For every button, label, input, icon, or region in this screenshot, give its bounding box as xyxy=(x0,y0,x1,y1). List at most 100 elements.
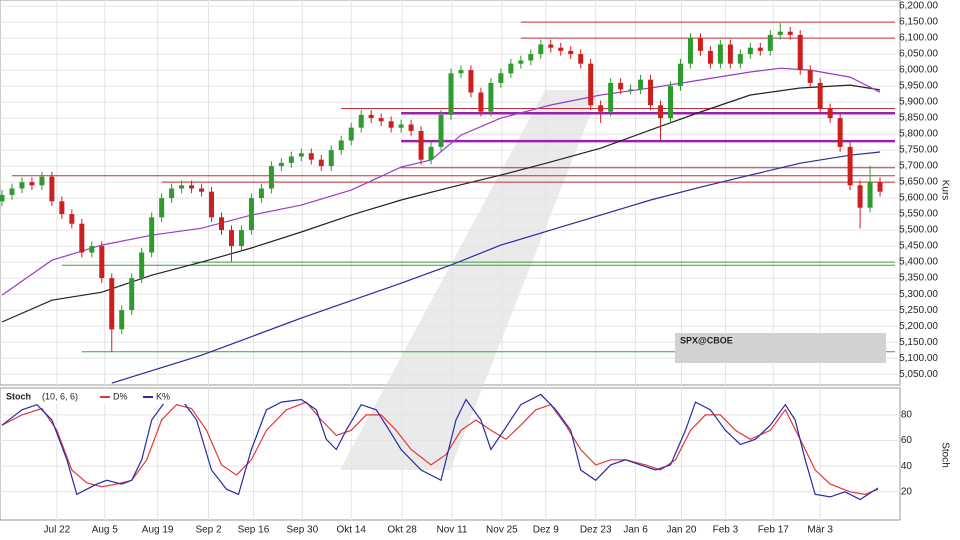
y-tick-label: 6,000.00 xyxy=(899,65,938,76)
candle-body xyxy=(458,70,464,74)
watermark xyxy=(340,90,600,470)
stoch-params: (10, 6, 6) xyxy=(42,391,78,401)
candle-body xyxy=(129,278,135,311)
y-tick-label: 5,250.00 xyxy=(899,305,938,316)
candle-body xyxy=(199,188,205,192)
y-axis-label: Stoch xyxy=(939,442,950,468)
y-tick-label: 5,350.00 xyxy=(899,273,938,284)
candle-body xyxy=(478,92,484,112)
y-tick-label: 5,500.00 xyxy=(899,225,938,236)
candle-body xyxy=(767,34,773,51)
x-tick-label: Jan 6 xyxy=(623,525,648,536)
candle-body xyxy=(588,63,594,106)
candle-body xyxy=(628,89,634,91)
candle-body xyxy=(538,44,544,55)
y-tick-label: 5,850.00 xyxy=(899,113,938,124)
x-tick-label: Feb 17 xyxy=(758,525,790,536)
legend-box xyxy=(675,333,886,363)
candle-body xyxy=(209,191,215,218)
stoch-line xyxy=(1,393,879,501)
candle-body xyxy=(787,31,793,35)
candle-body xyxy=(288,156,294,163)
stoch-title: Stoch xyxy=(6,391,31,401)
candle-body xyxy=(328,150,334,167)
candle-body xyxy=(388,121,394,128)
candle-body xyxy=(508,63,514,74)
y-tick-label: 5,200.00 xyxy=(899,321,938,332)
y-tick-label: 6,150.00 xyxy=(899,17,938,28)
candle-body xyxy=(747,47,753,55)
candle-body xyxy=(717,44,723,64)
candle-body xyxy=(847,146,853,186)
candle-body xyxy=(179,185,185,189)
candle-body xyxy=(438,114,444,147)
candle-body xyxy=(668,86,674,119)
x-tick-label: Okt 14 xyxy=(336,525,366,536)
candle-body xyxy=(548,44,554,48)
candle-body xyxy=(159,198,165,218)
candle-body xyxy=(658,105,664,119)
candle-body xyxy=(69,214,75,224)
y-tick-label: 20 xyxy=(901,486,913,497)
candle-body xyxy=(228,230,234,247)
candle-body xyxy=(737,54,743,64)
candle-body xyxy=(248,198,254,231)
candle-body xyxy=(598,105,604,112)
candle-body xyxy=(139,252,145,279)
x-tick-label: Sep 16 xyxy=(238,525,270,536)
x-tick-label: Aug 5 xyxy=(92,525,119,536)
candle-body xyxy=(488,82,494,112)
y-tick-label: 5,400.00 xyxy=(899,257,938,268)
candle-body xyxy=(119,310,125,330)
candle-body xyxy=(79,223,85,253)
y-tick-label: 6,100.00 xyxy=(899,33,938,44)
candle-body xyxy=(797,34,803,71)
candle-body xyxy=(608,82,614,112)
x-tick-label: Nov 11 xyxy=(437,525,468,536)
candle-body xyxy=(368,114,374,119)
candle-body xyxy=(378,118,384,122)
x-tick-label: Okt 28 xyxy=(387,525,417,536)
y-tick-label: 5,900.00 xyxy=(899,97,938,108)
candle-body xyxy=(268,166,274,189)
candle-body xyxy=(777,31,783,35)
candle-body xyxy=(807,70,813,83)
candle-body xyxy=(348,127,354,141)
x-tick-label: Dez 23 xyxy=(580,525,612,536)
x-tick-label: Jan 20 xyxy=(666,525,696,536)
candle-body xyxy=(29,182,35,186)
y-tick-label: 60 xyxy=(901,435,913,446)
candle-body xyxy=(59,201,65,215)
y-tick-label: 5,650.00 xyxy=(899,177,938,188)
y-tick-label: 5,700.00 xyxy=(899,161,938,172)
ma-line xyxy=(1,84,881,323)
x-tick-label: Nov 25 xyxy=(486,525,518,536)
candle-body xyxy=(498,73,504,83)
candle-body xyxy=(707,50,713,64)
candle-body xyxy=(109,278,115,330)
stoch-header xyxy=(2,390,187,404)
candle-body xyxy=(0,194,5,202)
candle-body xyxy=(727,44,733,64)
candle-body xyxy=(877,182,883,192)
candle-body xyxy=(398,124,404,128)
candle-body xyxy=(468,70,474,93)
legend-title: SPX@CBOE xyxy=(680,335,733,345)
candle-body xyxy=(648,79,654,106)
candle-body xyxy=(9,188,15,195)
candle-body xyxy=(568,50,574,55)
legend-label: K% xyxy=(156,391,170,401)
y-tick-label: 5,100.00 xyxy=(899,353,938,364)
y-tick-label: 6,050.00 xyxy=(899,49,938,60)
candle-body xyxy=(528,54,534,61)
x-tick-label: Sep 2 xyxy=(195,525,222,536)
candle-body xyxy=(518,60,524,64)
y-tick-label: 5,150.00 xyxy=(899,337,938,348)
candle-body xyxy=(837,118,843,147)
candle-body xyxy=(99,246,105,279)
y-tick-label: 5,950.00 xyxy=(899,81,938,92)
candle-body xyxy=(638,79,644,90)
y-tick-label: 5,550.00 xyxy=(899,209,938,220)
y-tick-label: 5,450.00 xyxy=(899,241,938,252)
candle-body xyxy=(578,54,584,64)
